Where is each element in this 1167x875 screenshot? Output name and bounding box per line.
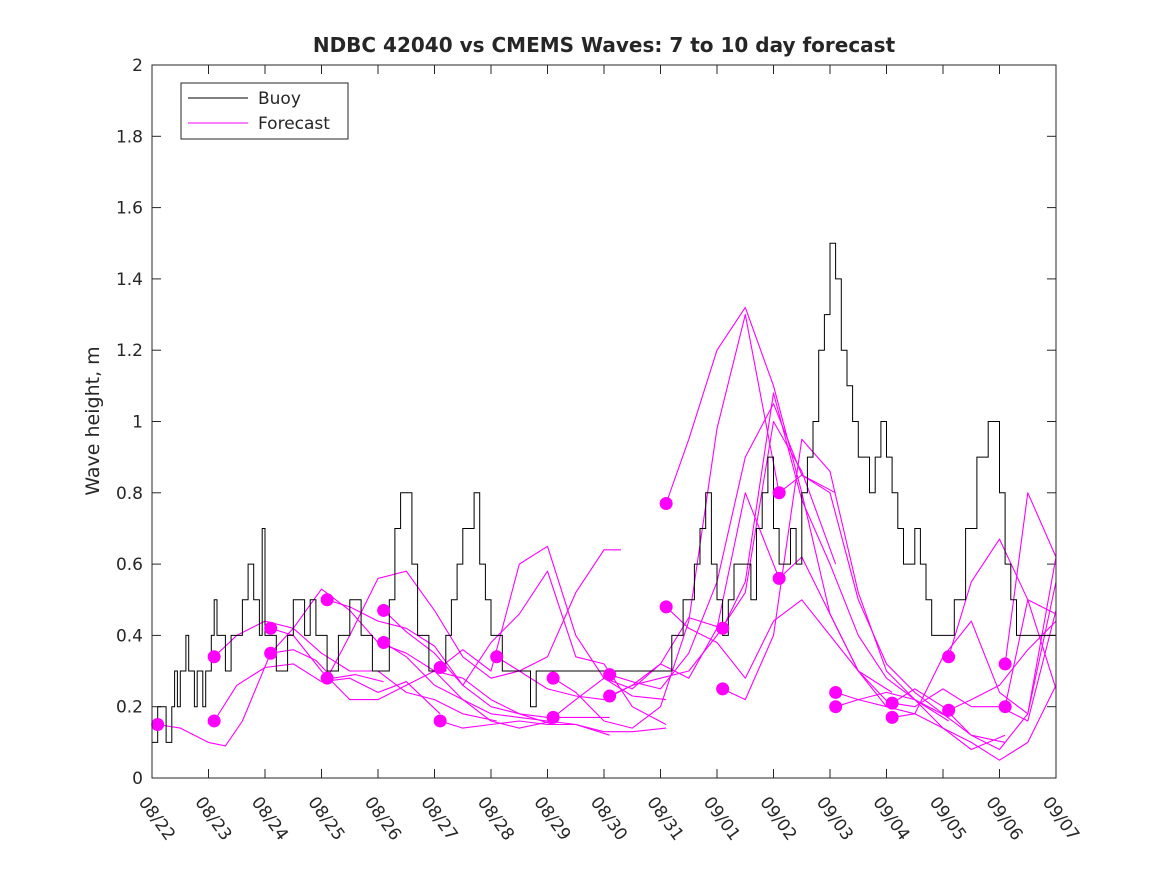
forecast-line: [383, 642, 610, 736]
forecast-start-marker: [207, 714, 221, 728]
forecast-line: [835, 685, 1057, 761]
forecast-start-marker: [546, 671, 560, 685]
y-tick-label: 0.2: [116, 698, 143, 718]
forecast-line: [213, 620, 497, 722]
forecast-start-marker: [772, 571, 786, 585]
y-tick-label: 1: [132, 413, 143, 433]
y-axis: 0 0.2 0.4 0.6 0.8 1 1.2 1.4 1.6 1.8 2: [116, 56, 1056, 789]
plot-frame: [151, 64, 1057, 779]
forecast-line: [270, 588, 554, 726]
forecast-line: [892, 610, 1057, 722]
forecast-line: [665, 599, 893, 708]
forecast-line: [722, 438, 949, 718]
forecast-line: [948, 620, 1057, 711]
forecast-line: [948, 538, 1057, 690]
forecast-start-marker: [829, 685, 843, 699]
forecast-start-marker: [320, 593, 334, 607]
forecast-line: [835, 556, 1057, 751]
legend-box: [180, 82, 349, 140]
forecast-start-marker: [151, 718, 165, 732]
forecast-start-marker: [772, 486, 786, 500]
forecast-start-marker: [603, 668, 617, 682]
forecast-line: [552, 492, 780, 718]
chart-title: NDBC 42040 vs CMEMS Waves: 7 to 10 day f…: [313, 33, 896, 57]
forecast-line: [1004, 492, 1057, 664]
y-tick-label: 1.2: [116, 341, 143, 361]
series-layer: [152, 242, 1057, 761]
forecast-line: [439, 720, 667, 733]
forecast-start-marker: [377, 636, 391, 650]
forecast-start-marker: [433, 714, 447, 728]
forecast-start-marker: [885, 710, 899, 724]
forecast-start-marker: [490, 650, 504, 664]
forecast-start-marker: [659, 600, 673, 614]
forecast-line: [496, 617, 723, 701]
forecast-start-marker: [207, 650, 221, 664]
y-tick-label: 0.4: [116, 626, 143, 646]
y-tick-label: 1.4: [116, 270, 143, 290]
forecast-line: [892, 581, 1057, 718]
forecast-start-marker: [885, 696, 899, 710]
plot-area: [152, 65, 1056, 778]
forecast-start-marker: [998, 700, 1012, 714]
y-tick-label: 0: [132, 769, 143, 789]
buoy-line: [152, 242, 1057, 743]
forecast-line: [609, 420, 837, 697]
legend-buoy-label: Buoy: [258, 89, 301, 109]
forecast-line: [1004, 599, 1057, 707]
forecast-start-marker: [716, 682, 730, 696]
forecast-start-marker: [942, 703, 956, 717]
forecast-start-marker: [320, 671, 334, 685]
y-axis-label: Wave height, m: [82, 346, 104, 495]
forecast-start-marker: [377, 603, 391, 617]
y-tick-label: 2: [132, 56, 143, 76]
forecast-start-markers: [151, 486, 1012, 732]
forecast-start-marker: [546, 710, 560, 724]
forecast-start-marker: [829, 700, 843, 714]
y-tick-label: 0.8: [116, 484, 143, 504]
forecast-line: [552, 314, 780, 729]
forecast-line: [326, 549, 621, 679]
forecast-start-marker: [264, 646, 278, 660]
y-tick-label: 1.8: [116, 127, 143, 147]
forecast-start-marker: [942, 650, 956, 664]
forecast-start-marker: [264, 621, 278, 635]
forecast-line: [778, 474, 1006, 743]
forecast-start-marker: [998, 657, 1012, 671]
forecast-start-marker: [603, 689, 617, 703]
forecast-start-marker: [659, 496, 673, 510]
forecast-start-marker: [433, 660, 447, 674]
legend-forecast-label: Forecast: [258, 114, 330, 134]
forecast-start-marker: [716, 621, 730, 635]
legend: Buoy Forecast: [180, 82, 349, 140]
y-tick-label: 0.6: [116, 555, 143, 575]
forecast-line: [722, 392, 949, 722]
y-tick-label: 1.6: [116, 199, 143, 219]
